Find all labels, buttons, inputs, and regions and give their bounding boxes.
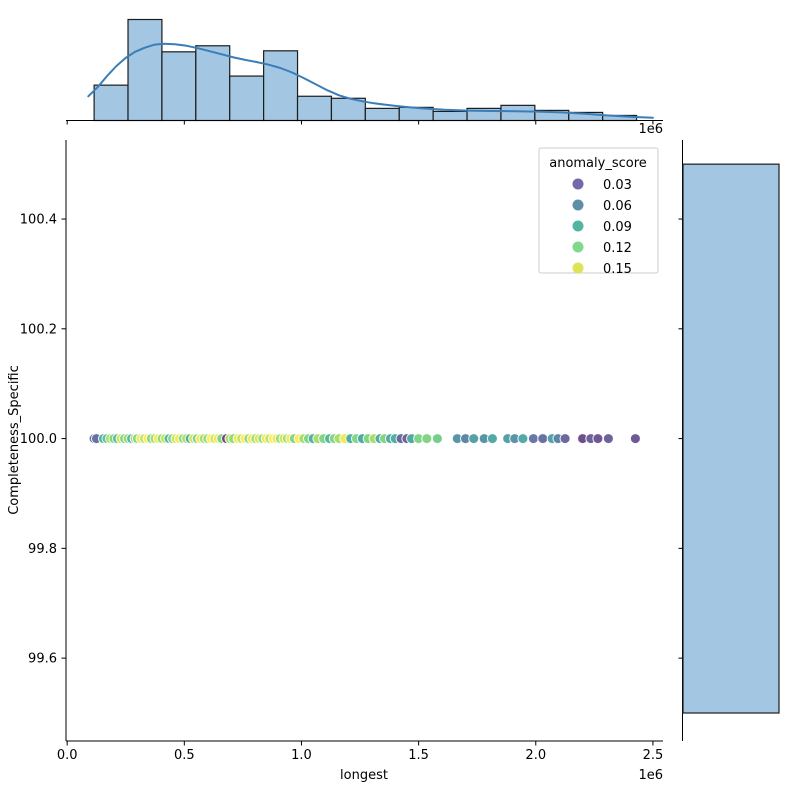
legend-marker [572,220,584,232]
y-axis-label: Completeness_Specific [7,365,22,515]
hist-bar [161,51,197,122]
legend-label: 0.12 [603,241,632,256]
marginal-y-histogram [678,140,780,741]
legend-title: anomaly_score [549,156,647,171]
legend-marker [572,241,584,253]
legend: anomaly_score 0.03 0.06 0.09 0.12 0.15 [538,147,659,277]
marginal-x-axis [66,120,663,125]
x-tick-label: 1.0 [291,748,312,763]
x-tick-label: 0.5 [174,748,195,763]
legend-marker [572,199,584,211]
legend-label: 0.06 [603,199,632,214]
scatter-point [527,433,539,445]
kde-curve [87,42,654,119]
hist-bar [127,18,163,122]
scatter-point [629,433,641,445]
marginal-x-offset-label: 1e6 [638,122,663,137]
legend-box [538,147,659,274]
kde-curve-group [87,42,654,119]
hist-bar [296,95,333,122]
hist-bar [93,84,129,122]
joint-axes: 0.0 0.5 1.0 1.5 2.0 2.5 100.4 100.2 100.0 99.8 99.… [20,140,663,763]
legend-marker [572,262,584,274]
scatter-point [559,433,571,445]
hist-bar [500,104,536,122]
x-tick-label: 0.0 [57,748,78,763]
legend-label: 0.09 [603,220,632,235]
hist-bar [263,50,299,122]
y-tick-label: 100.2 [20,322,57,337]
hist-bar [432,110,468,122]
x-axis-label: longest [340,768,388,783]
y-tick-label: 100.4 [20,213,57,228]
legend-marker [572,178,584,190]
x-axis-offset-label: 1e6 [638,768,663,783]
scatter-point [468,433,480,445]
y-tick-label: 100.0 [20,432,57,447]
marginal-x-histogram [93,18,638,122]
legend-label: 0.15 [603,262,632,277]
hist-bar [364,107,400,122]
scatter-point [537,433,549,445]
x-tick-label: 2.0 [525,748,546,763]
hist-bar [195,45,231,122]
hist-bar [229,75,265,122]
scatter-point [592,433,604,445]
y-tick-label: 99.8 [28,542,57,557]
x-tick-label: 2.5 [643,748,664,763]
scatter-point [431,433,443,445]
scatter-point [486,433,498,445]
scatter-point [602,433,614,445]
scatter-point [421,433,433,445]
y-tick-label: 99.6 [28,652,57,667]
scatter-points-group [88,433,641,445]
x-tick-label: 1.5 [408,748,429,763]
hist-bar [682,163,780,714]
legend-label: 0.03 [603,178,632,193]
scatter-point [517,433,529,445]
